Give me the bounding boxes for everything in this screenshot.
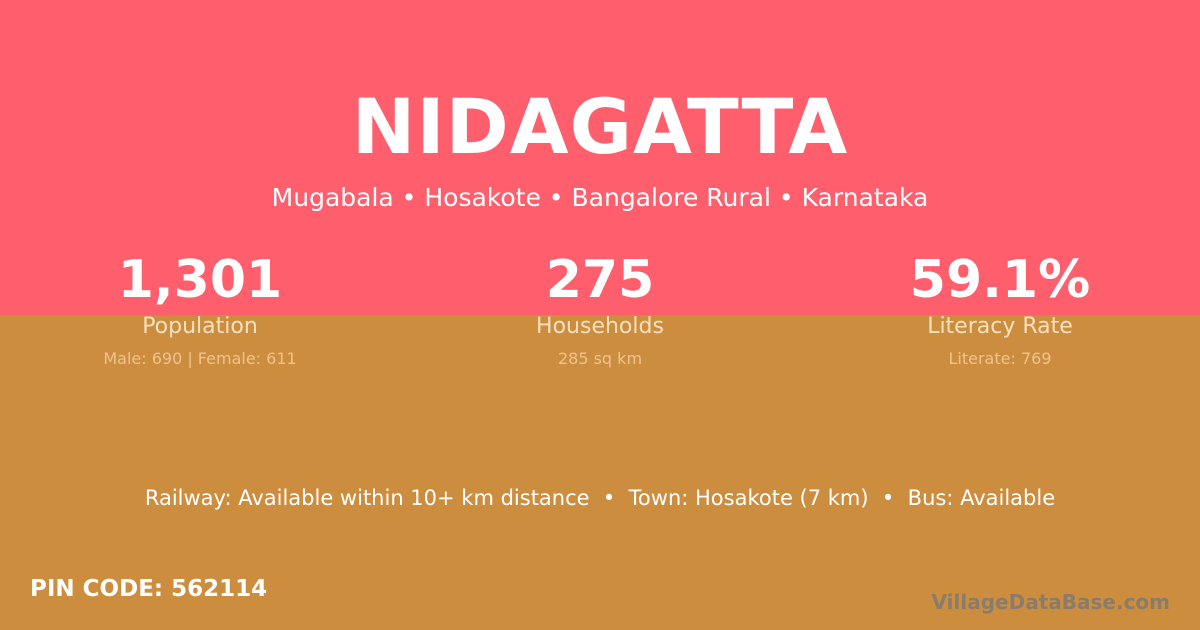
stat-population: 1,301 Population Male: 690 | Female: 611 (0, 250, 400, 368)
location-breadcrumb: Mugabala • Hosakote • Bangalore Rural • … (271, 183, 929, 212)
stat-detail: 285 sq km (557, 349, 643, 368)
village-title: NIDAGATTA (351, 82, 849, 171)
footer-band (0, 315, 1200, 630)
pin-code: PIN CODE: 562114 (30, 576, 268, 602)
stat-households: 275 Households 285 sq km (400, 250, 800, 368)
stat-literacy: 59.1% Literacy Rate Literate: 769 (800, 250, 1200, 368)
brand-logo: VillageDataBase.com (931, 590, 1170, 614)
stat-detail: Male: 690 | Female: 611 (103, 349, 297, 368)
stat-value: 1,301 (117, 250, 283, 310)
stat-label: Population (142, 314, 258, 339)
stat-label: Households (536, 314, 664, 339)
stat-value: 59.1% (909, 250, 1091, 310)
header-band (0, 0, 1200, 315)
connectivity-info: Railway: Available within 10+ km distanc… (144, 486, 1056, 510)
stat-label: Literacy Rate (927, 314, 1073, 339)
stat-detail: Literate: 769 (948, 349, 1052, 368)
stat-value: 275 (545, 250, 655, 310)
